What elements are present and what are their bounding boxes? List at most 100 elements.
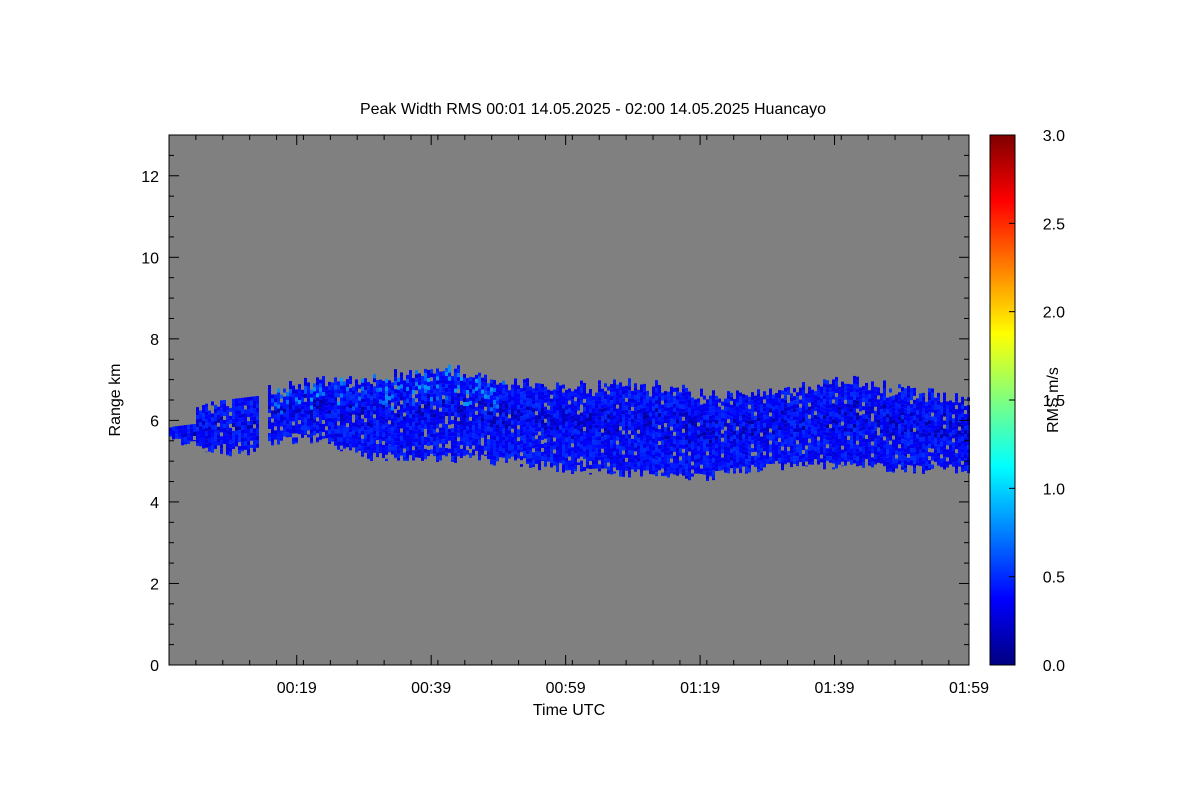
echo-cell xyxy=(430,441,433,446)
echo-cell xyxy=(502,392,505,397)
echo-cell xyxy=(367,426,370,431)
echo-cell xyxy=(556,402,559,407)
echo-cell xyxy=(391,382,394,387)
echo-cell xyxy=(667,415,670,420)
echo-cell xyxy=(298,412,301,417)
echo-cell xyxy=(502,404,505,409)
echo-cell xyxy=(661,404,664,409)
echo-cell xyxy=(355,387,358,392)
echo-cell xyxy=(754,427,757,432)
echo-cell xyxy=(490,427,493,432)
echo-cell xyxy=(667,419,670,424)
echo-cell xyxy=(856,388,859,393)
echo-cell xyxy=(199,434,202,439)
echo-cell xyxy=(475,394,478,399)
echo-cell xyxy=(634,443,637,448)
echo-cell xyxy=(592,456,595,461)
echo-cell xyxy=(733,442,736,447)
echo-cell xyxy=(769,396,772,401)
echo-cell xyxy=(661,420,664,425)
echo-cell xyxy=(697,418,700,423)
echo-cell xyxy=(859,463,862,466)
echo-cell xyxy=(673,415,676,420)
echo-cell xyxy=(643,387,646,392)
echo-cell xyxy=(631,402,634,407)
echo-cell xyxy=(604,447,607,452)
echo-cell xyxy=(493,380,496,385)
echo-cell xyxy=(409,449,412,454)
echo-cell xyxy=(907,457,910,462)
echo-cell xyxy=(442,415,445,420)
echo-cell xyxy=(403,436,406,441)
echo-cell xyxy=(325,386,328,391)
echo-cell xyxy=(241,421,244,426)
echo-cell xyxy=(559,421,562,426)
echo-cell xyxy=(790,429,793,434)
echo-cell xyxy=(856,452,859,457)
echo-cell xyxy=(211,413,214,418)
echo-cell xyxy=(709,403,712,408)
echo-cell xyxy=(634,455,637,460)
echo-cell xyxy=(700,444,703,449)
echo-cell xyxy=(307,422,310,427)
echo-cell xyxy=(892,403,895,408)
echo-cell xyxy=(607,410,610,415)
echo-cell xyxy=(619,458,622,463)
echo-cell xyxy=(733,422,736,427)
echo-cell xyxy=(181,429,184,434)
echo-cell xyxy=(637,449,640,454)
echo-cell xyxy=(364,394,367,399)
echo-cell xyxy=(760,440,763,445)
echo-cell xyxy=(370,383,373,388)
echo-cell xyxy=(490,391,493,396)
echo-cell xyxy=(490,431,493,436)
echo-cell xyxy=(778,430,781,435)
echo-cell xyxy=(715,403,718,408)
echo-cell xyxy=(919,437,922,442)
echo-cell xyxy=(961,400,964,405)
echo-cell xyxy=(406,450,409,455)
echo-cell xyxy=(916,402,919,407)
echo-cell xyxy=(334,421,337,426)
echo-cell xyxy=(361,378,364,383)
echo-cell xyxy=(871,445,874,450)
echo-cell xyxy=(271,430,274,435)
echo-cell xyxy=(586,453,589,458)
echo-cell xyxy=(661,460,664,465)
echo-cell xyxy=(631,450,634,455)
echo-cell xyxy=(466,450,469,455)
echo-cell xyxy=(313,407,316,412)
echo-cell xyxy=(640,472,643,477)
echo-cell xyxy=(658,453,661,458)
echo-cell xyxy=(667,411,670,416)
echo-cell xyxy=(469,428,472,433)
echo-cell xyxy=(499,394,502,399)
echo-cell xyxy=(301,417,304,422)
echo-cell xyxy=(448,436,451,441)
echo-cell xyxy=(256,415,259,420)
echo-cell xyxy=(586,405,589,410)
echo-cell xyxy=(922,436,925,441)
echo-cell xyxy=(655,452,658,457)
echo-cell xyxy=(937,448,940,453)
echo-cell xyxy=(343,417,346,422)
y-tick-label: 8 xyxy=(150,332,159,349)
echo-cell xyxy=(700,448,703,453)
echo-cell xyxy=(466,418,469,423)
echo-cell xyxy=(322,400,325,405)
echo-cell xyxy=(304,417,307,422)
echo-cell xyxy=(682,424,685,429)
echo-cell xyxy=(688,391,691,396)
echo-cell xyxy=(538,399,541,404)
echo-cell xyxy=(481,381,484,386)
echo-cell xyxy=(202,409,205,414)
echo-cell xyxy=(625,385,628,390)
echo-cell xyxy=(808,442,811,447)
echo-cell xyxy=(628,454,631,459)
echo-cell xyxy=(871,461,874,466)
echo-cell xyxy=(829,388,832,393)
echo-cell xyxy=(253,396,256,401)
echo-cell xyxy=(688,395,691,400)
echo-cell xyxy=(706,459,709,464)
echo-cell xyxy=(703,451,706,456)
